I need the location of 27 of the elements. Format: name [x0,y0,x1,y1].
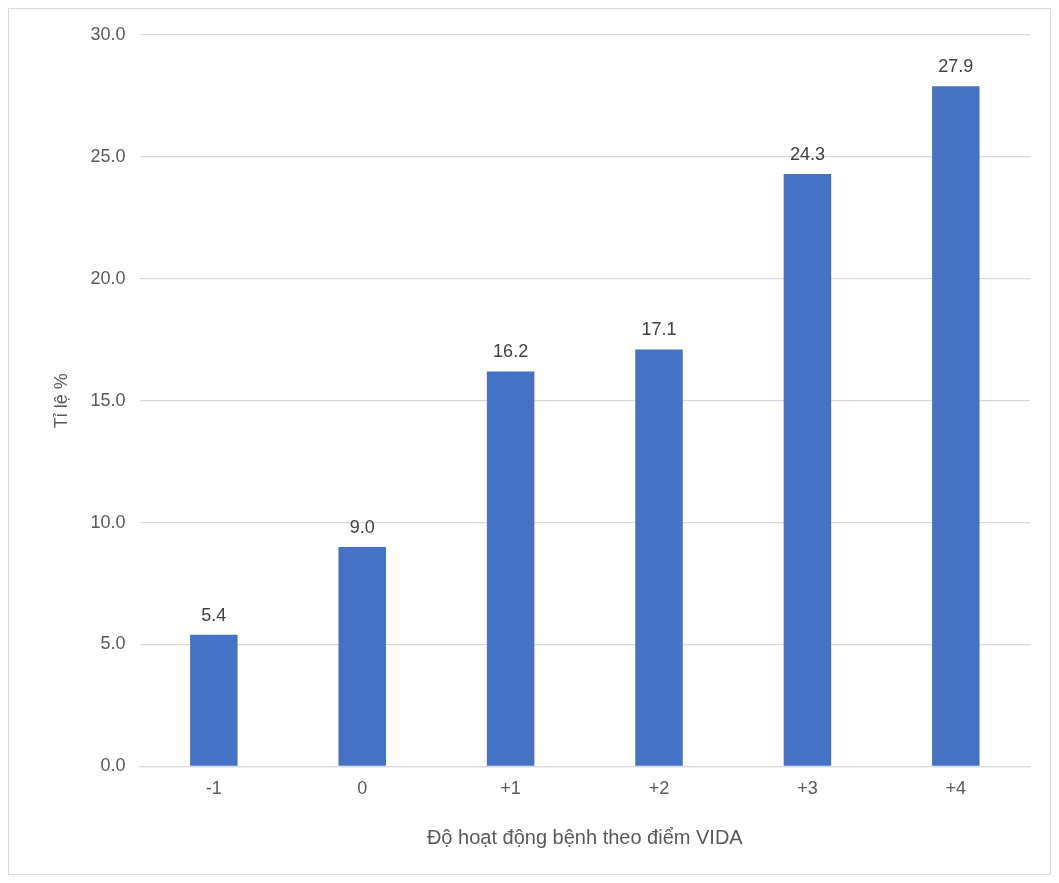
data-label: 17.1 [641,319,677,340]
x-tick-label: -1 [205,778,222,799]
y-axis-title: Tỉ lệ % [50,373,71,429]
y-tick-label: 10.0 [90,511,126,532]
x-tick-label: +3 [797,778,818,799]
bar [783,173,832,766]
x-axis-title: Độ hoạt động bệnh theo điểm VIDA [426,825,744,848]
bar [338,546,386,766]
bar [635,349,683,766]
x-tick-label: +1 [500,778,521,799]
bar [486,371,535,766]
y-tick-label: 15.0 [90,389,126,410]
y-tick-label: 30.0 [90,23,126,44]
bar [190,634,238,766]
bar [932,86,980,766]
data-label: 27.9 [938,56,974,77]
x-tick-label: 0 [357,778,368,799]
data-label: 24.3 [789,143,825,164]
y-tick-label: 0.0 [100,755,126,776]
y-tick-label: 25.0 [90,145,126,166]
data-label: 5.4 [201,604,227,625]
data-label: 16.2 [493,341,529,362]
data-label: 9.0 [349,516,375,537]
y-tick-label: 5.0 [100,633,126,654]
y-tick-label: 20.0 [90,267,126,288]
x-tick-label: +2 [648,778,670,799]
x-tick-label: +4 [945,778,967,799]
